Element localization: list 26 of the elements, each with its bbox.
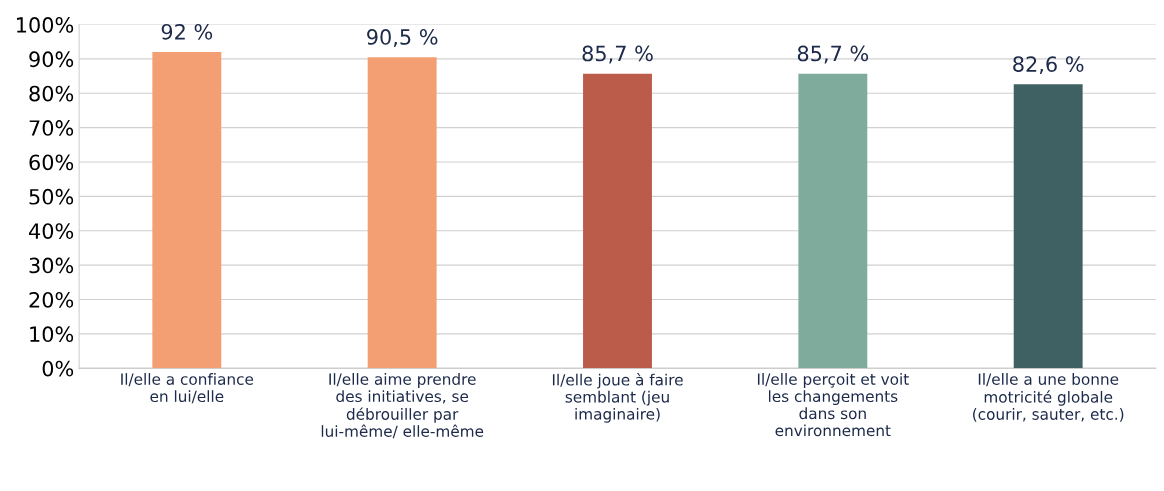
x-tick-label: Il/elle aime prendre des initiatives, se débrouiller par lui-même/ elle-même xyxy=(321,373,484,439)
y-tick-label: 40% xyxy=(29,223,74,239)
x-tick-label: Il/elle joue à faire semblant (jeu imaginaire) xyxy=(552,373,683,423)
bar xyxy=(798,73,868,369)
data-label: 82,6 % xyxy=(1013,56,1084,75)
y-tick-label: 10% xyxy=(30,326,74,343)
x-tick-label: Il/elle perçoit et voit les changements dans son environnement xyxy=(757,373,909,437)
bar xyxy=(152,52,222,369)
y-tick-label: 50% xyxy=(29,188,74,205)
bar xyxy=(367,57,437,369)
bar xyxy=(583,73,652,369)
x-tick-label: Il/elle a confiance en lui/elle xyxy=(121,373,254,404)
data-label: 90,5 % xyxy=(367,29,438,47)
data-label: 85,7 % xyxy=(797,45,869,64)
y-tick-label: 60% xyxy=(29,154,74,171)
bar xyxy=(1013,84,1083,369)
y-tick-label: 100% xyxy=(17,17,74,33)
y-tick-label: 0% xyxy=(42,360,74,377)
y-tick-label: 90% xyxy=(29,51,74,68)
y-tick-label: 70% xyxy=(29,120,74,136)
x-tick-label: Il/elle a une bonne motricité globale (courir, sauter, etc.) xyxy=(973,373,1124,422)
data-label: 85,7 % xyxy=(582,45,653,64)
y-tick-label: 80% xyxy=(29,85,74,102)
y-tick-label: 30% xyxy=(29,257,74,274)
y-tick-label: 20% xyxy=(29,291,74,308)
data-label: 92 % xyxy=(161,23,213,40)
